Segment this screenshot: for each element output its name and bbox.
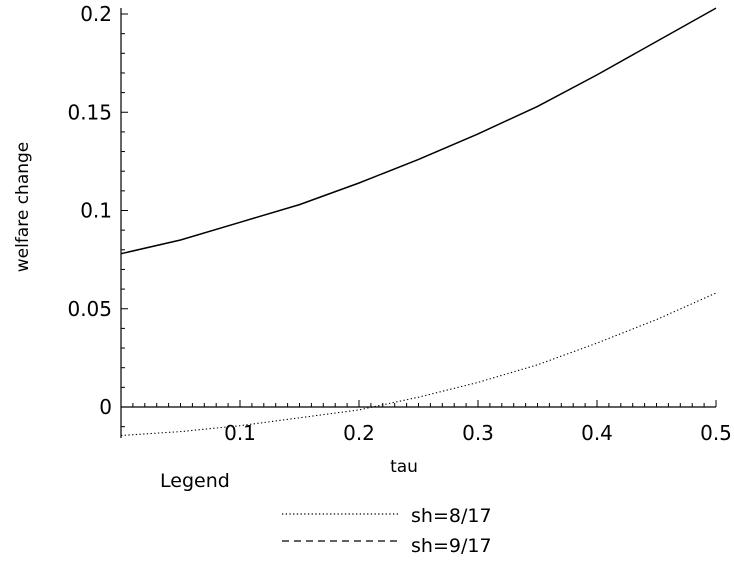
axes: [120, 8, 716, 438]
y-tick-label: 0: [99, 395, 112, 419]
x-axis-label: tau: [390, 457, 418, 477]
legend-title: Legend: [160, 470, 230, 492]
y-tick-label: 0.05: [67, 297, 112, 321]
legend: Legend sh=8/17 sh=9/17: [160, 470, 492, 557]
y-tick-label: 0.2: [80, 2, 112, 26]
legend-entry-sh-9-17: sh=9/17: [411, 535, 492, 557]
x-tick-label: 0.4: [581, 421, 613, 445]
y-axis-label: welfare change: [13, 142, 33, 273]
x-tick-label: 0.3: [462, 421, 494, 445]
x-tick-label: 0.5: [700, 421, 732, 445]
series-line-sh-9-17: [120, 7, 717, 255]
legend-entry-sh-8-17: sh=8/17: [411, 505, 492, 527]
y-tick-label: 0.1: [80, 199, 112, 223]
y-ticks: 0 0.05 0.1 0.15 0.2: [67, 2, 128, 428]
y-tick-label: 0.15: [67, 100, 112, 124]
series-layer: [120, 7, 717, 437]
x-ticks: 0.1 0.2 0.3 0.4 0.5: [132, 400, 732, 445]
x-tick-label: 0.2: [343, 421, 375, 445]
series-line-sh-8-17: [120, 292, 717, 437]
x-tick-label: 0.1: [224, 421, 256, 445]
